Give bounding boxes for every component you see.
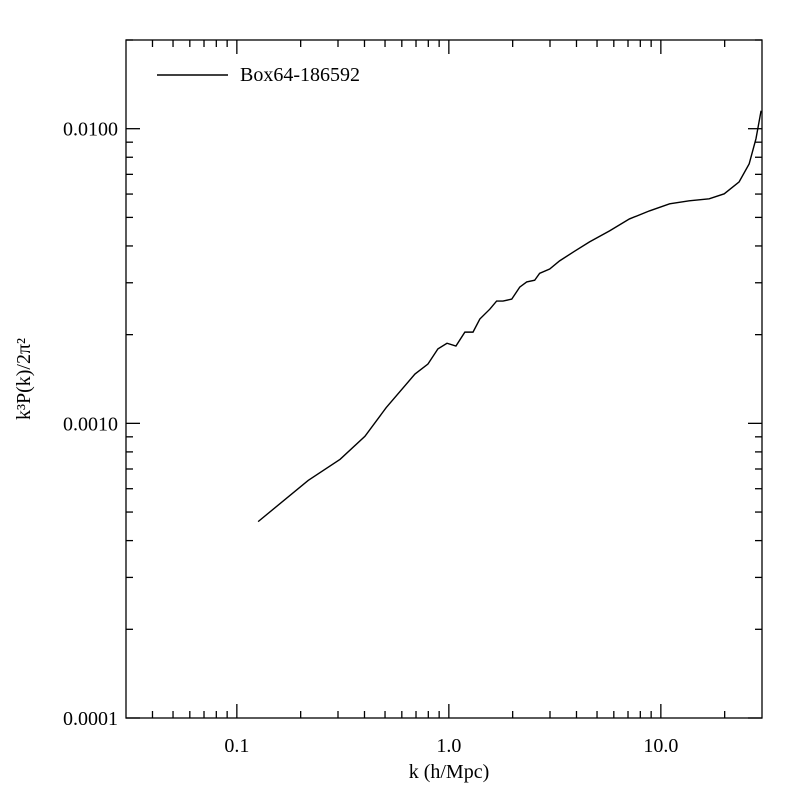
- y-tick-label: 0.0010: [63, 413, 118, 435]
- x-axis-label: k (h/Mpc): [409, 761, 490, 783]
- plot-frame: [125, 39, 763, 719]
- x-tick-label: 1.0: [436, 735, 461, 757]
- legend-label: Box64-186592: [240, 64, 360, 86]
- y-tick-label: 0.0100: [63, 119, 118, 141]
- data-line: [257, 110, 762, 523]
- x-tick-label: 10.0: [643, 735, 678, 757]
- x-tick-label: 0.1: [224, 735, 249, 757]
- y-tick-label: 0.0001: [63, 708, 118, 730]
- y-axis-label: k³P(k)/2π²: [13, 338, 35, 420]
